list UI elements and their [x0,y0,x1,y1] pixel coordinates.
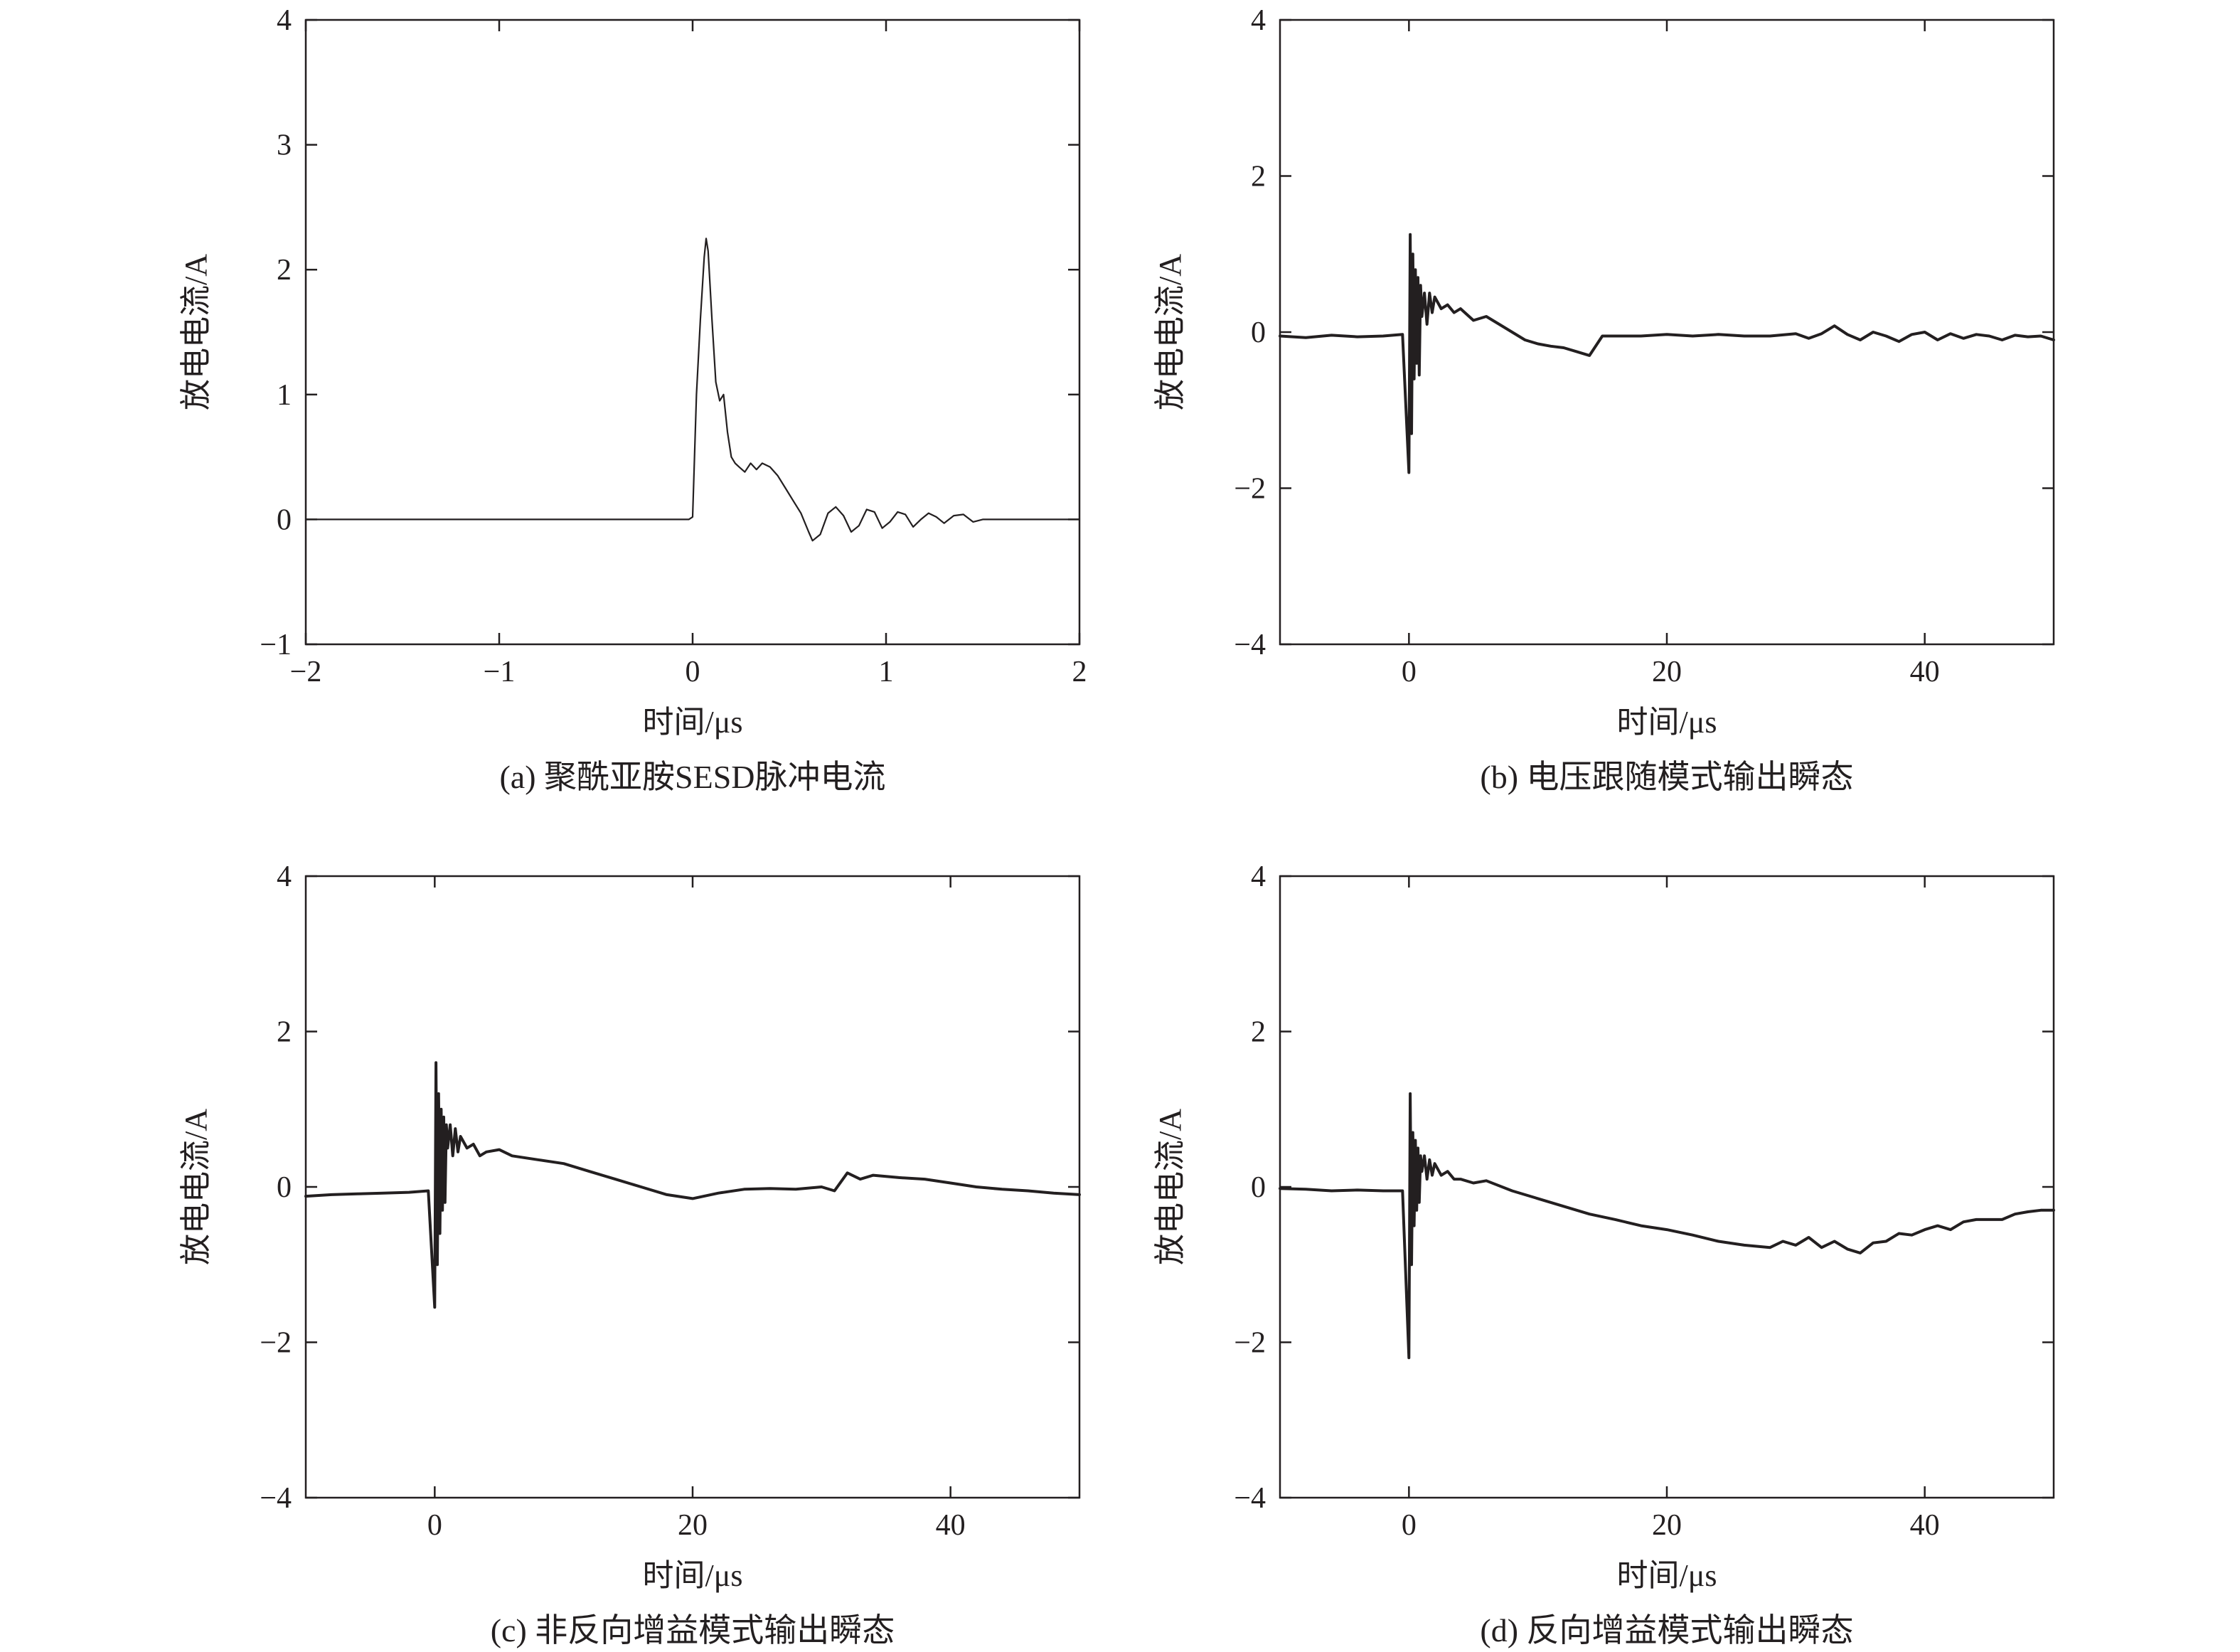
panel-b-y-tick-label: −4 [1234,629,1266,661]
panel-a-series-line [304,238,1081,542]
panel-c-y-tick-label: −4 [260,1482,292,1515]
panel-c-series-line [304,1061,1081,1309]
panel-c-y-tick-label: 2 [277,1016,292,1049]
panel-b-x-tick-label: 40 [1910,656,1940,688]
panel-d-y-tick-label: −4 [1234,1482,1266,1515]
panel-b-y-tick-label: 0 [1251,316,1266,349]
panel-d-y-tick-label: 4 [1251,860,1266,893]
panel-c-y-tick-label: 4 [277,860,292,893]
panel-b-x-tick-label: 20 [1652,656,1682,688]
panel-d-x-tick-label: 20 [1652,1509,1682,1542]
panel-c-caption: (c) 非反向增益模式输出瞬态 [491,1612,895,1648]
panel-a-y-tick-label: 3 [277,129,292,162]
panel-a-y-tick-label: 0 [277,503,292,536]
panel-d-x-axis-label: 时间/μs [1617,1558,1717,1593]
panel-d-plot-frame [1279,875,2055,1499]
panel-c-x-axis-label: 时间/μs [643,1558,743,1593]
panel-a-y-tick-label: 2 [277,254,292,287]
panel-a-y-tick-label: 4 [277,4,292,37]
panel-a-x-tick-label: −2 [290,656,322,688]
panel-d-y-tick-label: −2 [1234,1327,1266,1360]
panel-b-y-axis-label: 放电电流/A [1153,254,1188,410]
panel-b-y-tick-label: −2 [1234,473,1266,506]
panel-d-series-line [1279,1092,2055,1360]
panel-a-y-tick-label: −1 [260,629,292,661]
panel-d-x-tick-label: 0 [1402,1509,1417,1542]
panel-a-plot-frame [304,18,1081,646]
panel-c-y-tick-label: 0 [277,1171,292,1204]
panel-b-caption: (b) 电压跟随模式输出瞬态 [1480,759,1853,795]
panel-a-x-tick-label: 0 [686,656,700,688]
panel-d-y-tick-label: 2 [1251,1016,1266,1049]
panel-d: 0 20 40 −4 −2 0 2 4 时间/μs 放电电流/A (d) 反向增益模式输出瞬态 [1153,860,2055,1648]
panel-a-x-tick-label: −1 [484,656,516,688]
panel-d-y-tick-label: 0 [1251,1171,1266,1204]
panel-a-x-tick-label: 2 [1072,656,1087,688]
panel-b-plot-frame [1279,18,2055,646]
panel-c-plot-frame [304,875,1081,1499]
panel-b-y-tick-label: 4 [1251,4,1266,37]
panel-a-y-axis-label: 放电电流/A [178,254,213,410]
panel-a-x-axis-label: 时间/μs [643,705,743,740]
panel-b-x-axis-label: 时间/μs [1617,705,1717,740]
panel-a-y-tick-label: 1 [277,379,292,412]
panel-a-caption: (a) 聚酰亚胺SESD脉冲电流 [499,759,885,795]
panel-c-x-tick-label: 20 [678,1509,708,1542]
panel-c-y-axis-label: 放电电流/A [178,1109,213,1265]
panel-d-y-axis-label: 放电电流/A [1153,1109,1188,1265]
panel-c-x-tick-label: 40 [936,1509,966,1542]
panel-c-y-tick-label: −2 [260,1327,292,1360]
panel-d-x-tick-label: 40 [1910,1509,1940,1542]
panel-b-y-tick-label: 2 [1251,161,1266,193]
panel-d-caption: (d) 反向增益模式输出瞬态 [1480,1612,1853,1648]
panel-b: 0 20 40 −4 −2 0 2 4 时间/μs 放电电流/A (b) 电压跟随模式输出瞬态 [1153,4,2055,795]
panel-b-x-tick-label: 0 [1402,656,1417,688]
panel-b-series-line [1279,233,2055,474]
panel-c-x-tick-label: 0 [427,1509,442,1542]
panel-a-x-tick-label: 1 [879,656,894,688]
panel-c: 0 20 40 −4 −2 0 2 4 时间/μs 放电电流/A (c) 非反向增益模式输出瞬态 [178,860,1081,1648]
